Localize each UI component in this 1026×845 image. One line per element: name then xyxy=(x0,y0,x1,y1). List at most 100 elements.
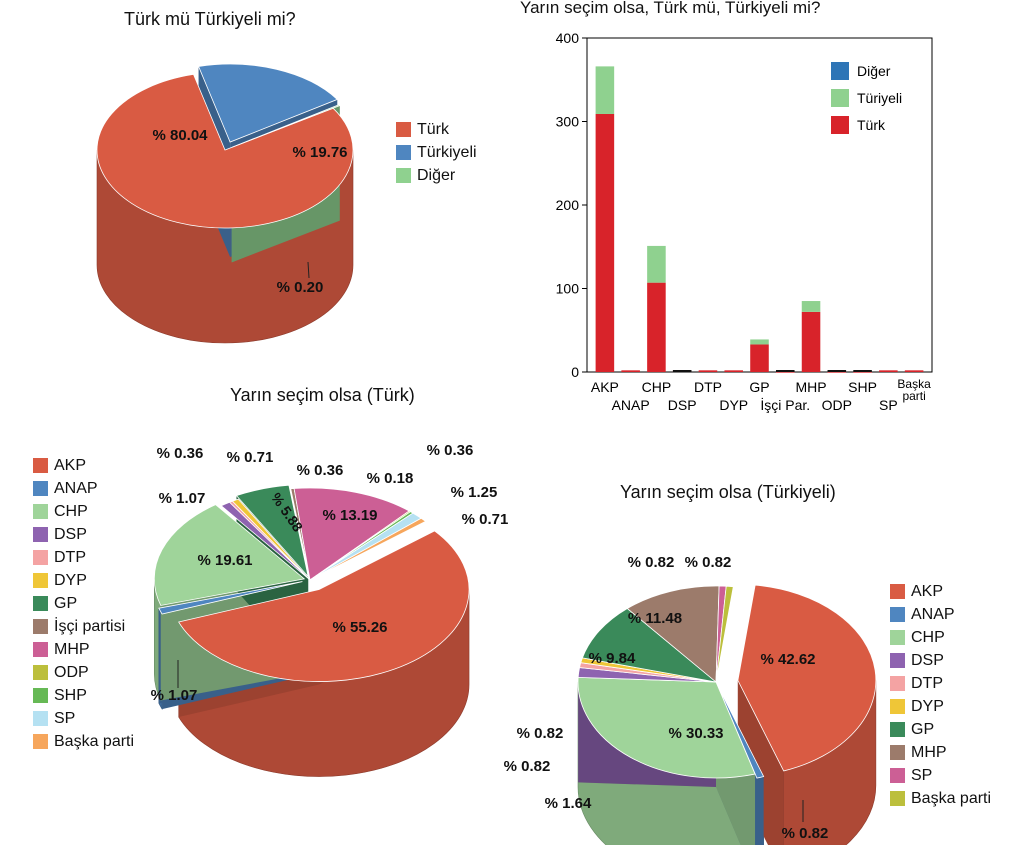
chart3-legend-item: SP xyxy=(33,707,134,730)
legend-swatch xyxy=(33,481,48,496)
legend-label: SP xyxy=(911,766,933,784)
legend-swatch xyxy=(33,458,48,473)
chart1-leader-2 xyxy=(307,261,310,279)
chart2-ytick-label-2: 200 xyxy=(556,197,580,213)
chart2-title: Yarın seçim olsa, Türk mü, Türkiyeli mi? xyxy=(520,0,821,17)
chart2-ytick-label-4: 400 xyxy=(556,30,580,46)
legend-label: SHP xyxy=(54,686,87,704)
chart2-legend-swatch-0 xyxy=(831,116,849,134)
chart2-xtick-label-0: AKP xyxy=(591,379,619,395)
legend-swatch xyxy=(890,584,905,599)
chart3-legend-item: ODP xyxy=(33,661,134,684)
chart4-legend-item: ANAP xyxy=(890,603,991,626)
chart4-value-label-8: % 0.82 xyxy=(628,554,675,571)
chart3-slice-AKP xyxy=(178,530,470,682)
chart2-bar-SP-Türk xyxy=(879,370,898,372)
legend-label: GP xyxy=(911,720,935,738)
legend-label: MHP xyxy=(911,743,947,761)
chart2-legend-label-0: Türk xyxy=(857,117,886,133)
chart2-bar-MHP-Türk xyxy=(801,311,821,372)
chart3-legend-item: AKP xyxy=(33,454,134,477)
legend-swatch xyxy=(396,168,411,183)
chart2-bar-DYP-Türk xyxy=(724,370,744,372)
chart3-slice-MHP xyxy=(293,487,410,581)
chart2-bar-GP-Türiyeli xyxy=(750,339,769,345)
legend-label: DTP xyxy=(54,548,86,566)
legend-label: CHP xyxy=(54,502,88,520)
legend-swatch xyxy=(396,145,411,160)
chart3-value-label-2: % 19.61 xyxy=(197,552,252,569)
chart4-pie: % 42.62 % 0.82 % 30.33 % 1.64 % 0.82 % 0.82 % … xyxy=(504,554,877,845)
legend-swatch xyxy=(33,550,48,565)
chart4-value-label-9: % 0.82 xyxy=(685,554,732,571)
chart3-legend-item: DSP xyxy=(33,523,134,546)
chart2-bar-baseline-ODP xyxy=(827,370,847,372)
legend-label: DSP xyxy=(54,525,87,543)
legend-label: Diğer xyxy=(417,166,456,184)
legend-label: Türkiyeli xyxy=(417,143,477,161)
chart3-value-label-5: % 0.71 xyxy=(227,449,274,466)
legend-label: Başka parti xyxy=(54,732,135,750)
chart3-value-label-12: % 0.71 xyxy=(462,511,509,528)
chart3-value-label-8: % 13.19 xyxy=(322,507,377,524)
chart4-slice-GP xyxy=(581,608,718,683)
chart2-bar-Başka parti-Türk xyxy=(904,370,924,372)
legend-swatch xyxy=(890,722,905,737)
chart1-title: Türk mü Türkiyeli mi? xyxy=(124,9,296,29)
chart3-legend: AKP ANAP CHP DSP DTP DYP GP İşçi partisi MHP ODP S… xyxy=(33,454,134,753)
chart4-legend-item: DTP xyxy=(890,672,991,695)
chart4-legend: AKP ANAP CHP DSP DTP DYP GP MHP SP Başka parti xyxy=(890,580,991,810)
legend-label: CHP xyxy=(911,628,945,646)
chart3-value-label-10: % 0.36 xyxy=(427,442,474,459)
chart3-legend-item: DYP xyxy=(33,569,134,592)
chart4-legend-item: AKP xyxy=(890,580,991,603)
chart3-pie: % 55.26 % 1.07 % 19.61 % 1.07 % 0.36 % 0.71 % … xyxy=(151,442,509,777)
legend-swatch xyxy=(33,504,48,519)
chart4-legend-item: GP xyxy=(890,718,991,741)
legend-label: AKP xyxy=(911,582,944,600)
chart3-legend-item: SHP xyxy=(33,684,134,707)
legend-swatch xyxy=(890,653,905,668)
chart4-value-label-1: % 0.82 xyxy=(782,825,829,842)
legend-swatch xyxy=(33,665,48,680)
chart1-legend-item: Diğer xyxy=(396,164,477,187)
legend-swatch xyxy=(33,619,48,634)
chart3-slice-Başka parti xyxy=(309,517,427,581)
chart1-legend: Türk Türkiyeli Diğer xyxy=(396,118,477,187)
chart3-legend-item: İşçi partisi xyxy=(33,615,134,638)
chart4-slice-AKP xyxy=(737,584,877,772)
chart4-value-label-7: % 11.48 xyxy=(628,610,682,627)
legend-label: DYP xyxy=(54,571,87,589)
chart4-slice-Başka parti xyxy=(715,585,734,683)
chart2-legend-label-1: Türiyeli xyxy=(857,90,902,106)
chart2-xtick-label-1: ANAP xyxy=(612,397,650,413)
chart3-value-label-3: % 1.07 xyxy=(159,490,206,507)
chart1-value-label-2: % 0.20 xyxy=(277,279,324,296)
legend-label: SP xyxy=(54,709,76,727)
legend-swatch xyxy=(33,573,48,588)
chart2-bar-CHP-Türk xyxy=(647,282,666,372)
chart2-xtick-label-2: CHP xyxy=(642,379,672,395)
chart2-bar-DTP-Türk xyxy=(698,370,718,372)
chart4-value-label-5: % 0.82 xyxy=(504,758,551,775)
chart2-xtick-label-5: DYP xyxy=(719,397,748,413)
chart2-xtick-label-7: İşçi Par. xyxy=(760,396,810,413)
legend-swatch xyxy=(33,527,48,542)
chart3-legend-item: CHP xyxy=(33,500,134,523)
legend-swatch xyxy=(890,791,905,806)
chart2-bar-baseline-İşçi Par. xyxy=(775,370,795,372)
chart2-ytick-label-3: 300 xyxy=(556,114,580,130)
chart2-xtick-label-8: MHP xyxy=(795,379,826,395)
chart2-bar-ANAP-Türk xyxy=(621,370,640,372)
legend-label: DSP xyxy=(911,651,944,669)
chart4-slice-ANAP xyxy=(717,685,765,779)
chart3-title: Yarın seçim olsa (Türk) xyxy=(230,385,415,405)
chart3-slice-ANAP xyxy=(158,581,303,615)
legend-swatch xyxy=(33,734,48,749)
chart1-pie: % 80.04 % 19.76 % 0.20 xyxy=(96,63,354,344)
chart2-ytick-label-1: 100 xyxy=(556,281,580,297)
legend-swatch xyxy=(890,630,905,645)
chart2-bar-AKP-Türk xyxy=(595,113,615,373)
chart3-value-label-11: % 1.25 xyxy=(451,484,498,501)
chart4-legend-item: DSP xyxy=(890,649,991,672)
